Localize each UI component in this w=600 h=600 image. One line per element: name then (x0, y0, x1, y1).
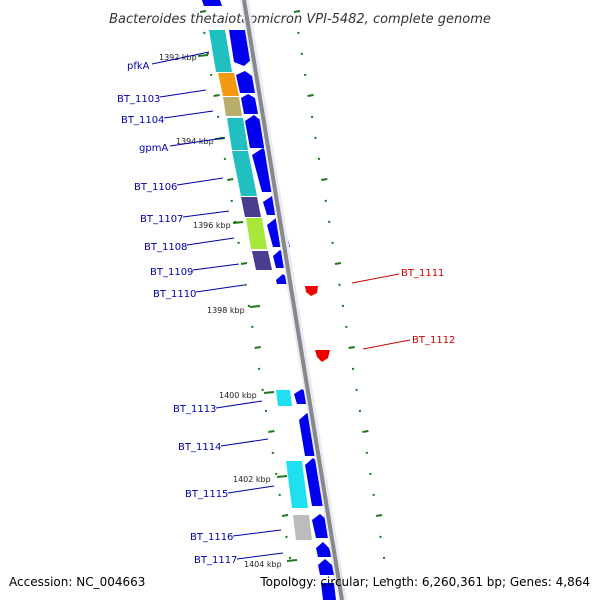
leader-line (232, 529, 282, 537)
gene-arrow-partial (321, 583, 336, 600)
gene-arrow-pfkA (229, 30, 251, 66)
kbp-marker-1402: 1402 kbp (233, 475, 271, 484)
map-title: Bacteroides thetaiotaomicron VPI-5482, c… (109, 12, 491, 27)
gene-arrow-partial (202, 0, 222, 6)
tick-mark (375, 514, 383, 517)
gene-label-BT_1106[interactable]: BT_1106 (134, 182, 177, 193)
leader-line (176, 177, 224, 186)
leader-line (163, 110, 214, 119)
category-bar (232, 151, 257, 196)
leader-line (169, 137, 225, 147)
leader-line (236, 552, 284, 560)
tick-mark (293, 10, 301, 13)
gene-label-BT_1114[interactable]: BT_1114 (178, 442, 221, 453)
gene-arrow-next (318, 559, 334, 575)
leader-line (192, 263, 240, 271)
tick-mark (254, 346, 261, 349)
tick-mark (281, 514, 289, 517)
accession-label: Accession: NC_004663 (9, 575, 145, 589)
gene-label-BT_1103[interactable]: BT_1103 (117, 94, 160, 105)
category-column (202, 0, 312, 540)
kbp-tick (197, 54, 209, 57)
leader-line (151, 51, 210, 65)
gene-label-BT_1112[interactable]: BT_1112 (412, 335, 455, 346)
label-leaders (151, 51, 411, 560)
gene-arrow-BT_1111 (305, 286, 318, 296)
tick-mark (213, 94, 220, 97)
leader-line (220, 438, 269, 447)
kbp-tick (249, 305, 261, 308)
reverse-genes (305, 286, 330, 362)
category-bar (252, 251, 272, 270)
gene-label-BT_1107[interactable]: BT_1107 (140, 214, 183, 225)
tick-mark (334, 262, 342, 265)
gene-arrow-BT_1103 (236, 71, 255, 93)
tick-mark (240, 262, 248, 265)
leader-line (362, 339, 411, 350)
category-bar (246, 218, 267, 249)
tick-mark (362, 430, 369, 433)
tick-mark (268, 430, 275, 433)
leader-line (215, 400, 263, 409)
tick-mark (199, 10, 207, 13)
kbp-marker-1392: 1392 kbp (159, 53, 197, 62)
category-bar (227, 118, 248, 150)
category-bar (241, 197, 261, 217)
kbp-marker-1400: 1400 kbp (219, 391, 257, 400)
kbp-markers: 1392 kbp 1394 kbp 1396 kbp 1398 kbp 1400… (159, 53, 298, 569)
leader-line (186, 237, 235, 246)
summary-label: Topology: circular; Length: 6,260,361 bp… (259, 575, 590, 589)
leader-line (227, 485, 275, 494)
backbone (240, 0, 347, 600)
gene-arrow-BT_1117 (316, 542, 332, 557)
tick-mark (227, 178, 234, 181)
gene-label-pfkA[interactable]: pfkA (127, 61, 150, 72)
category-bar (223, 97, 242, 116)
leader-line (159, 89, 207, 98)
kbp-marker-1394: 1394 kbp (176, 137, 214, 146)
category-bar (286, 461, 308, 508)
kbp-marker-1398: 1398 kbp (207, 306, 245, 315)
category-bar (276, 390, 292, 406)
leader-line (182, 210, 230, 218)
backbone-line (242, 0, 344, 600)
gene-label-BT_1110[interactable]: BT_1110 (153, 289, 196, 300)
gene-label-BT_1115[interactable]: BT_1115 (185, 489, 228, 500)
gene-label-gpmA[interactable]: gpmA (139, 143, 168, 154)
kbp-tick (286, 559, 298, 562)
gene-label-BT_1108[interactable]: BT_1108 (144, 242, 187, 253)
tick-mark (348, 346, 355, 349)
kbp-marker-1404: 1404 kbp (244, 560, 282, 569)
kbp-tick (276, 475, 288, 478)
gene-label-BT_1111[interactable]: BT_1111 (401, 268, 444, 279)
leader-line (351, 273, 400, 284)
gene-label-BT_1113[interactable]: BT_1113 (173, 404, 216, 415)
gene-label-BT_1109[interactable]: BT_1109 (150, 267, 193, 278)
gene-label-BT_1116[interactable]: BT_1116 (190, 532, 233, 543)
kbp-marker-1396: 1396 kbp (193, 221, 231, 230)
kbp-tick (232, 221, 244, 224)
category-bar (209, 30, 232, 72)
tick-marks (199, 10, 389, 580)
kbp-tick (263, 391, 275, 394)
category-bar (293, 515, 312, 540)
category-bar (218, 73, 239, 96)
gene-label-BT_1117[interactable]: BT_1117 (194, 555, 237, 566)
gene-label-BT_1104[interactable]: BT_1104 (121, 115, 164, 126)
leader-line (195, 284, 245, 293)
tick-mark (307, 94, 314, 97)
gene-arrow-BT_1104 (241, 94, 258, 114)
gene-labels: pfkA BT_1103 BT_1104 gpmA BT_1106 BT_110… (117, 61, 455, 566)
gene-arrow-BT_1112 (315, 350, 330, 362)
tick-mark (321, 178, 328, 181)
